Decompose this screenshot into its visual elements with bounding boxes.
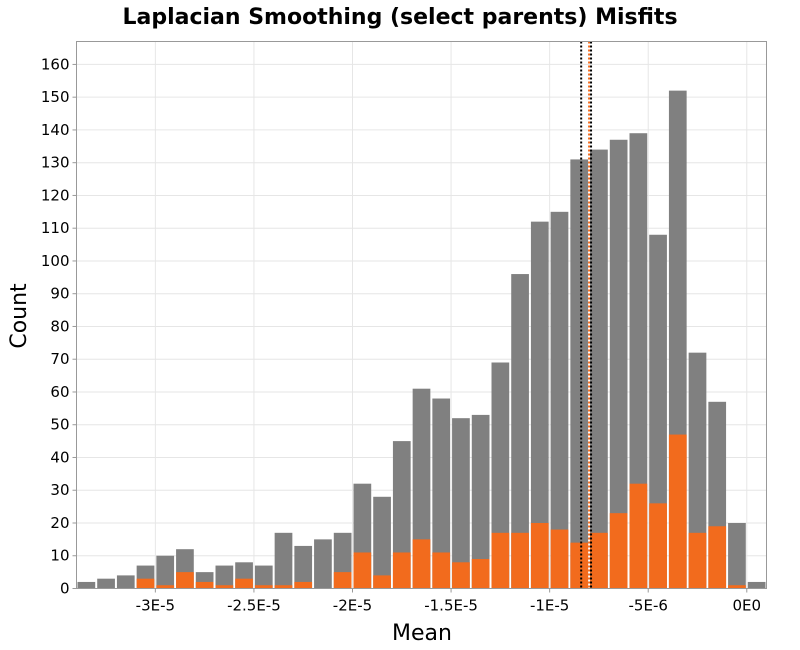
bar-subset	[215, 585, 234, 589]
bar-all	[373, 496, 391, 589]
y-tick-label: 80	[50, 317, 69, 335]
bar-subset	[609, 513, 628, 589]
bar-all	[97, 578, 115, 589]
x-tick-label: 0E0	[732, 597, 761, 615]
y-tick-label: 120	[41, 186, 70, 204]
bar-subset	[373, 575, 391, 589]
bar-subset	[254, 585, 273, 589]
bar-subset	[195, 581, 214, 589]
bar-subset	[708, 526, 727, 589]
bar-subset	[688, 532, 707, 589]
y-axis-ticks: 0 10 20 30 40 50 60 70 80 90 100 110 120 130 140 150 160	[41, 55, 77, 598]
bar-subset	[176, 572, 194, 589]
y-tick-label: 130	[41, 154, 70, 172]
y-tick-label: 60	[50, 383, 69, 401]
x-tick-label: -1E-5	[530, 597, 569, 615]
bar-all	[215, 565, 234, 589]
bar-all	[156, 555, 175, 589]
x-tick-label: -3E-5	[136, 597, 175, 615]
bar-all	[314, 539, 332, 589]
y-tick-label: 0	[60, 580, 70, 598]
bar-all	[550, 211, 569, 589]
y-tick-label: 100	[41, 252, 70, 270]
y-tick-label: 140	[41, 121, 70, 139]
bar-subset	[570, 542, 589, 589]
reference-lines	[580, 41, 593, 589]
x-tick-label: -2E-5	[333, 597, 372, 615]
x-axis-label: Mean	[392, 621, 452, 646]
bar-subset	[333, 572, 352, 589]
bar-subset	[728, 585, 746, 589]
bar-all	[570, 159, 589, 589]
bar-subset	[491, 532, 510, 589]
bar-all	[471, 414, 490, 589]
bar-all	[254, 565, 273, 589]
y-tick-label: 110	[41, 219, 70, 237]
bar-all	[590, 149, 608, 589]
bars	[77, 90, 766, 589]
bar-all	[609, 139, 628, 589]
bar-all	[412, 388, 431, 589]
chart-title: Laplacian Smoothing (select parents) Mis…	[122, 5, 677, 30]
bar-all	[649, 234, 667, 589]
bar-subset	[392, 552, 411, 589]
y-axis-label: Count	[7, 283, 32, 349]
bar-all	[629, 133, 648, 589]
bar-all	[728, 522, 746, 589]
x-tick-label: -1.5E-5	[424, 597, 478, 615]
bar-all	[392, 441, 411, 589]
plot-frame	[76, 41, 767, 589]
x-tick-label: -2.5E-5	[227, 597, 281, 615]
bar-all	[274, 532, 293, 589]
bar-all	[77, 581, 96, 589]
y-tick-label: 30	[50, 481, 69, 499]
bar-all	[747, 581, 766, 589]
x-tick-label: -5E-6	[629, 597, 668, 615]
bar-subset	[550, 529, 569, 589]
bar-subset	[156, 585, 175, 589]
bar-all	[294, 545, 313, 589]
y-tick-label: 90	[50, 285, 69, 303]
y-tick-label: 150	[41, 88, 70, 106]
y-tick-label: 50	[50, 416, 69, 434]
bar-subset	[590, 532, 608, 589]
bar-subset	[274, 585, 293, 589]
bar-all	[530, 221, 549, 589]
x-axis-ticks: -3E-5 -2.5E-5 -2E-5 -1.5E-5 -1E-5 -5E-6 0E0	[136, 588, 761, 615]
bar-subset	[471, 559, 490, 589]
bar-subset	[530, 522, 549, 589]
bar-all	[452, 418, 470, 589]
bar-all	[511, 274, 529, 589]
y-tick-label: 70	[50, 350, 69, 368]
bar-all	[116, 575, 135, 589]
bar-subset	[452, 562, 470, 589]
bar-subset	[511, 532, 529, 589]
bar-subset	[294, 581, 313, 589]
bar-subset	[235, 578, 253, 589]
bar-subset	[136, 578, 155, 589]
y-tick-label: 40	[50, 448, 69, 466]
bar-subset	[412, 539, 431, 589]
y-tick-label: 10	[50, 547, 69, 565]
bar-subset	[353, 552, 372, 589]
y-tick-label: 160	[41, 55, 70, 73]
bar-subset	[668, 434, 687, 589]
bar-subset	[629, 483, 648, 589]
bar-all	[688, 352, 707, 589]
grid-lines	[76, 41, 767, 589]
y-tick-label: 20	[50, 514, 69, 532]
bar-all	[491, 362, 510, 589]
bar-all	[432, 398, 451, 589]
bar-subset	[432, 552, 451, 589]
bar-subset	[649, 503, 667, 589]
